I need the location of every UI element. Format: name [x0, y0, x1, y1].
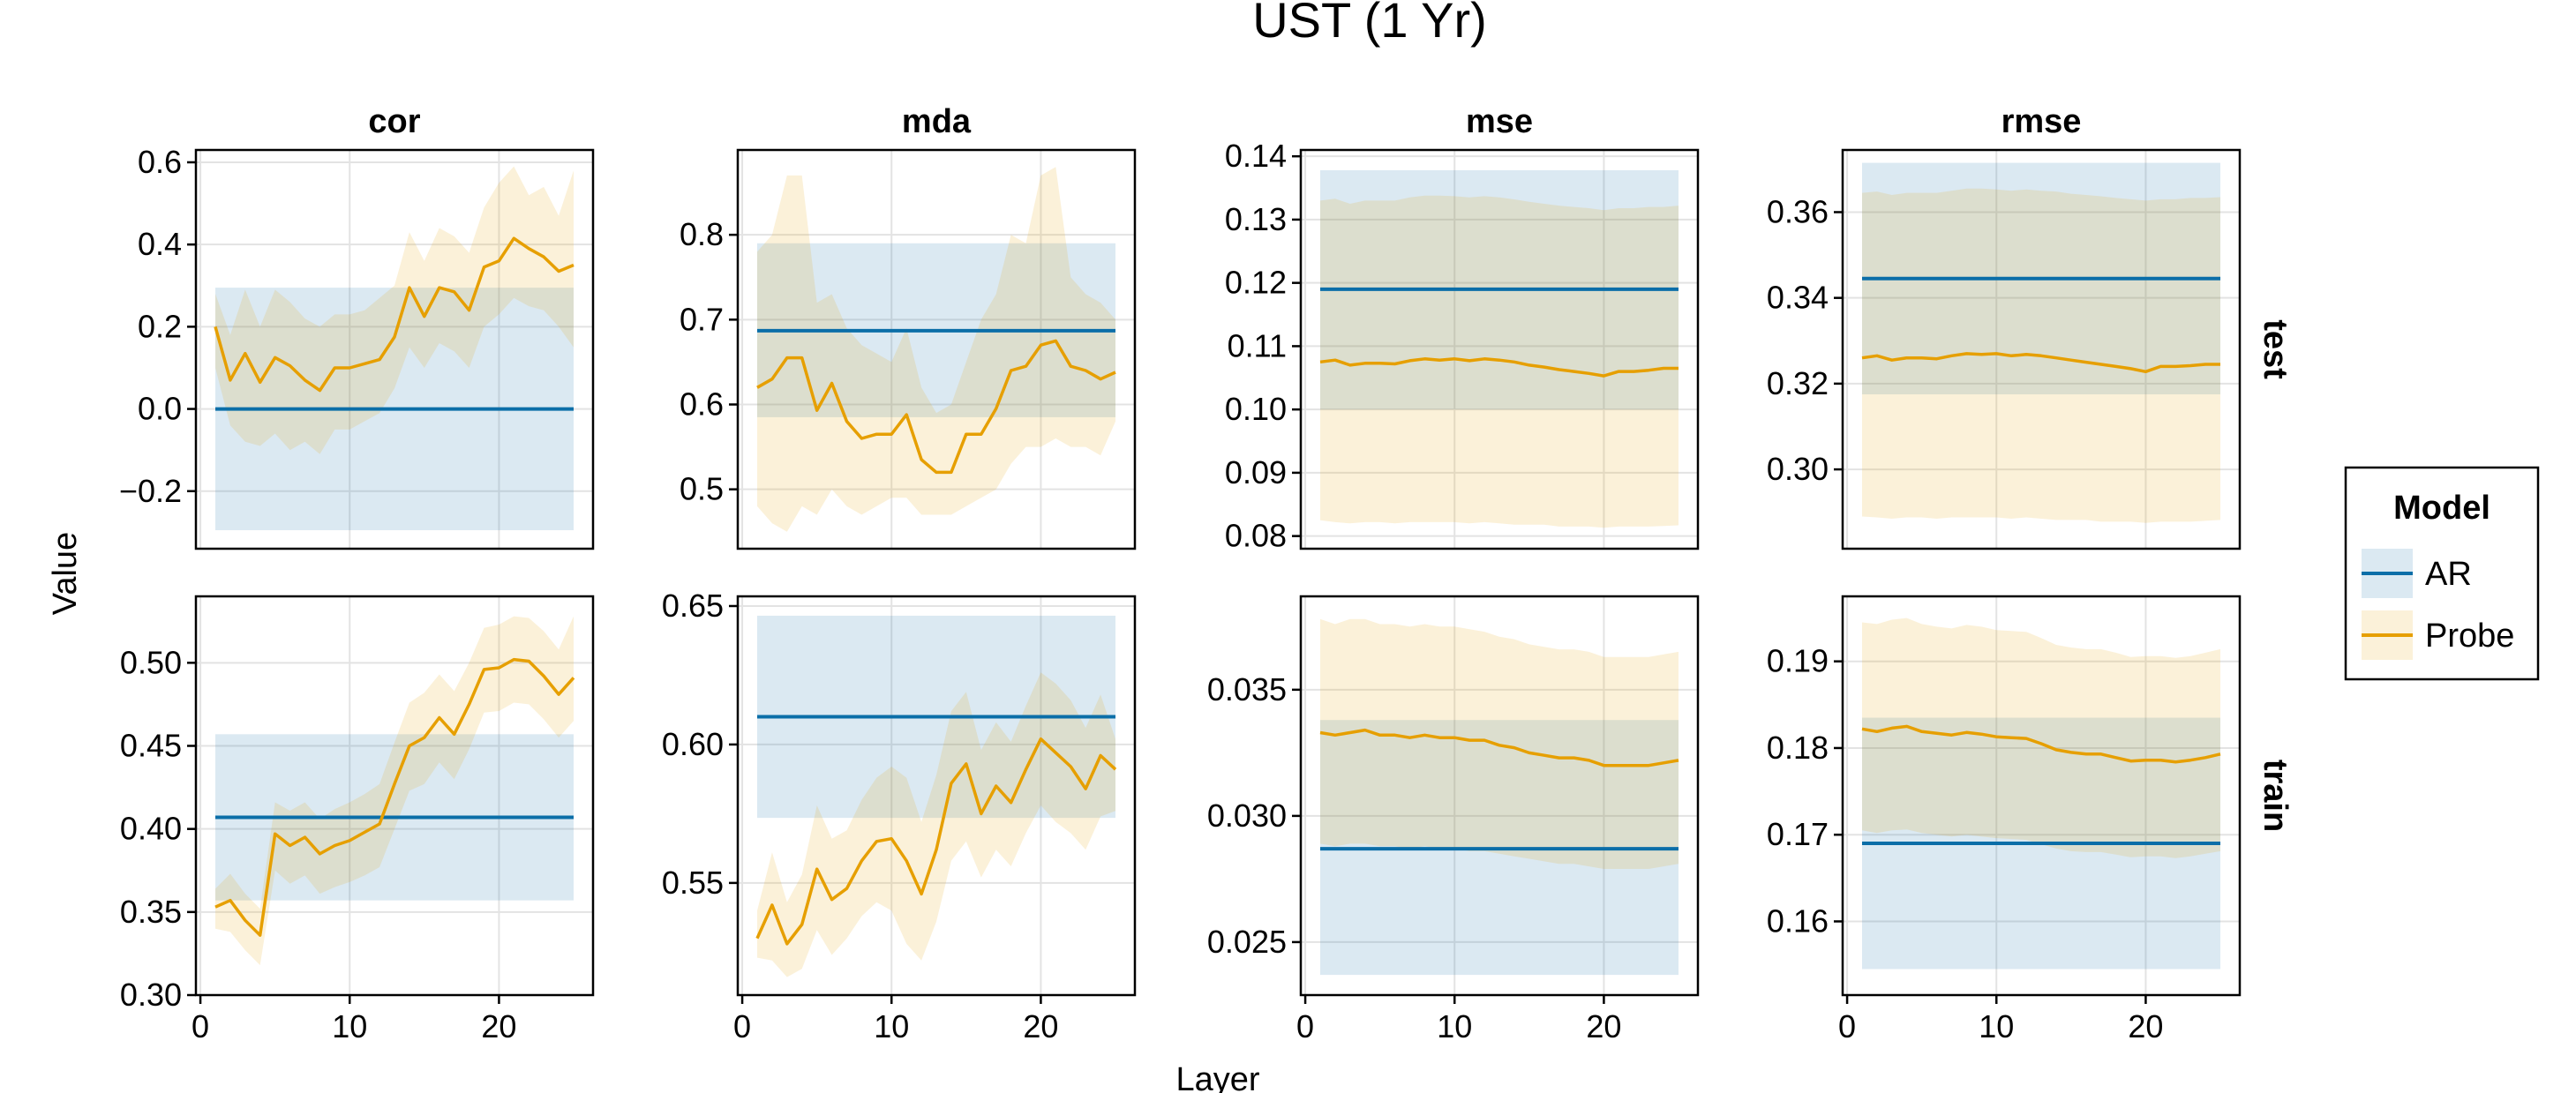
x-tick-label: 10 [1979, 1008, 2014, 1044]
x-tick-label: 20 [1023, 1008, 1058, 1044]
panel-cor-train: 0.30 0.35 0.40 0.45 0.50 0 10 20 [120, 595, 595, 1044]
row-label-train: train [2257, 760, 2294, 832]
x-axis-label: Layer [1175, 1061, 1259, 1093]
y-tick-label: 0.10 [1225, 391, 1287, 427]
panels: −0.20.00.20.40.6cor0.50.60.70.8mda0.080.… [119, 103, 2294, 1044]
panel-title-mda: mda [902, 103, 972, 140]
panel-frame [1299, 148, 1700, 550]
panel-rmse-test: 0.30 0.32 0.34 0.36 rmse test [1767, 103, 2294, 550]
y-tick-label: 0.4 [138, 226, 182, 262]
legend-item-probe: Probe [2362, 610, 2514, 660]
probe-series-line [214, 657, 575, 937]
panel-frame [736, 595, 1137, 997]
panel-frame [1299, 595, 1700, 997]
panel-rmse-train: 0.16 0.17 0.18 0.19 0 10 20 train [1767, 595, 2294, 1044]
y-tick-label: 0.16 [1767, 902, 1829, 939]
probe-series-line [1861, 352, 2220, 374]
y-tick-label: 0.40 [120, 811, 182, 847]
chart-title: UST (1 Yr) [1252, 0, 1487, 48]
y-tick-label: 0.8 [680, 216, 724, 252]
y-tick-label: 0.55 [662, 865, 724, 901]
probe-band [1862, 618, 2220, 858]
panel-frame [1841, 595, 2242, 997]
panel-frame [736, 148, 1137, 550]
y-tick-label: 0.14 [1225, 138, 1287, 174]
legend-label: AR [2425, 556, 2472, 593]
probe-band [1320, 195, 1679, 528]
probe-band [215, 166, 574, 454]
probe-series-line [1861, 724, 2221, 764]
y-tick-label: 0.030 [1207, 797, 1287, 834]
x-tick-label: 0 [192, 1008, 209, 1044]
panel-title-rmse: rmse [2001, 103, 2082, 140]
legend-title: Model [2393, 490, 2490, 527]
panel-mse-test: 0.08 0.09 0.10 0.11 0.12 0.13 0.14 mse [1225, 103, 1700, 554]
legend-label: Probe [2425, 618, 2514, 655]
probe-series-line [214, 236, 575, 393]
panel-frame [194, 595, 595, 997]
panel-title-cor: cor [368, 103, 420, 140]
y-tick-label: 0.45 [120, 728, 182, 764]
panel-mse-train: 0.025 0.030 0.035 0 10 20 [1207, 595, 1700, 1044]
probe-series-line [1319, 728, 1679, 767]
legend-item-ar: AR [2362, 549, 2472, 598]
y-tick-label: 0.5 [680, 471, 724, 507]
y-tick-label: 0.30 [1767, 451, 1829, 487]
probe-series-line [755, 737, 1117, 946]
x-tick-label: 10 [332, 1008, 367, 1044]
probe-band [215, 616, 574, 966]
y-tick-label: 0.08 [1225, 518, 1287, 554]
y-tick-label: 0.12 [1225, 265, 1287, 301]
y-tick-label: 0.2 [138, 308, 182, 344]
y-tick-label: −0.2 [119, 473, 182, 509]
y-tick-label: 0.13 [1225, 201, 1287, 237]
x-tick-label: 10 [1437, 1008, 1472, 1044]
y-tick-label: 0.6 [138, 144, 182, 180]
y-tick-label: 0.6 [680, 386, 724, 423]
y-axis-label: Value [47, 532, 84, 615]
y-tick-label: 0.30 [120, 977, 182, 1013]
probe-series-line [1319, 357, 1679, 378]
panel-title-mse: mse [1466, 103, 1533, 140]
y-tick-label: 0.65 [662, 588, 724, 624]
probe-band [757, 167, 1115, 532]
y-tick-label: 0.34 [1767, 280, 1829, 316]
panel-mda-test: 0.5 0.6 0.7 0.8 mda [680, 103, 1137, 550]
y-tick-label: 0.17 [1767, 816, 1829, 852]
y-tick-label: 0.0 [138, 391, 182, 427]
y-tick-label: 0.19 [1767, 643, 1829, 679]
x-tick-label: 0 [1838, 1008, 1856, 1044]
panel-frame [194, 148, 595, 550]
probe-band [757, 672, 1115, 977]
y-tick-label: 0.36 [1767, 193, 1829, 229]
row-label-test: test [2257, 319, 2294, 379]
x-tick-label: 20 [481, 1008, 516, 1044]
x-tick-label: 20 [2128, 1008, 2163, 1044]
panel-frame [1841, 148, 2242, 550]
x-tick-label: 10 [874, 1008, 909, 1044]
y-tick-label: 0.7 [680, 301, 724, 337]
y-tick-label: 0.60 [662, 726, 724, 762]
panel-cor-test: −0.2 0.0 0.2 0.4 0.6 cor [119, 103, 595, 550]
y-tick-label: 0.32 [1767, 365, 1829, 401]
legend: Model AR Probe [2344, 466, 2540, 681]
probe-series-line [756, 339, 1116, 475]
y-tick-label: 0.35 [120, 894, 182, 930]
y-tick-label: 0.09 [1225, 454, 1287, 490]
x-tick-label: 20 [1586, 1008, 1621, 1044]
y-tick-label: 0.50 [120, 644, 182, 680]
panel-mda-train: 0.55 0.60 0.65 0 10 20 [662, 588, 1137, 1044]
y-tick-label: 0.035 [1207, 671, 1287, 707]
x-tick-label: 0 [1296, 1008, 1314, 1044]
y-tick-label: 0.025 [1207, 924, 1287, 960]
x-tick-label: 0 [733, 1008, 751, 1044]
y-tick-label: 0.18 [1767, 730, 1829, 766]
y-tick-label: 0.11 [1228, 327, 1287, 363]
